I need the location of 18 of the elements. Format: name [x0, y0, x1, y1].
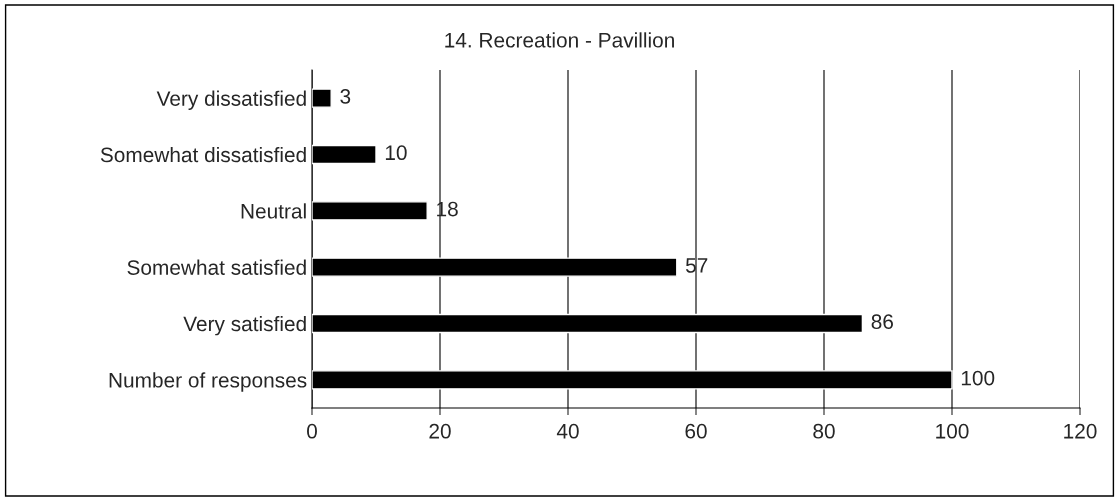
x-tick-label: 40 — [556, 423, 579, 439]
y-tick-label: Neutral — [241, 203, 306, 219]
x-tick-label: 80 — [813, 423, 835, 439]
x-tick-label: 20 — [429, 423, 451, 439]
data-label: 10 — [385, 145, 407, 161]
x-tick-label: 60 — [685, 423, 707, 439]
data-label: 100 — [961, 370, 995, 386]
y-tick-label: Number of responses — [109, 372, 307, 392]
y-tick-label: Very satisfied — [183, 315, 306, 336]
y-tick-label: Very dissatisfied — [156, 90, 306, 111]
x-tick-label: 120 — [1064, 423, 1097, 439]
x-tick-label: 100 — [936, 423, 969, 439]
chart-title: 14. Recreation - Pavillion — [445, 32, 674, 48]
y-tick-label: Somewhat dissatisfied — [100, 146, 306, 163]
data-label: 3 — [340, 89, 351, 104]
y-tick-label: Somewhat satisfied — [127, 259, 306, 275]
data-label: 86 — [871, 314, 893, 330]
x-tick-label: 0 — [307, 423, 317, 439]
